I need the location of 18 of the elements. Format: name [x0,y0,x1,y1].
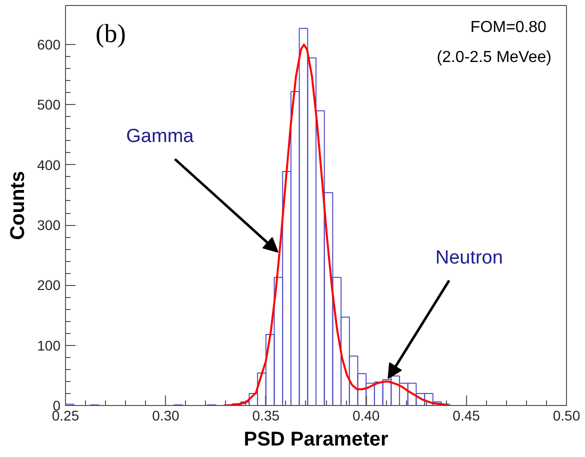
y-tick-label: 400 [37,156,61,173]
x-tick-label: 0.40 [352,408,380,424]
y-tick-label: 500 [37,96,61,113]
annotation: (b) [96,19,126,48]
x-tick-label: 0.30 [152,408,180,424]
x-tick-label: 0.45 [452,408,480,424]
x-axis-title: PSD Parameter [244,428,388,450]
annotation: (2.0-2.5 MeVee) [436,49,552,66]
annotation: Gamma [126,126,194,148]
annotation: FOM=0.80 [470,19,547,36]
y-axis-title: Counts [7,171,30,240]
x-tick-label: 0.50 [552,408,580,424]
y-tick-label: 300 [37,217,61,234]
x-tick-label: 0.35 [252,408,280,424]
y-tick-label: 200 [37,277,61,294]
annotation: Neutron [435,247,503,268]
y-tick-label: 100 [37,337,61,354]
y-tick-label: 600 [37,36,61,53]
